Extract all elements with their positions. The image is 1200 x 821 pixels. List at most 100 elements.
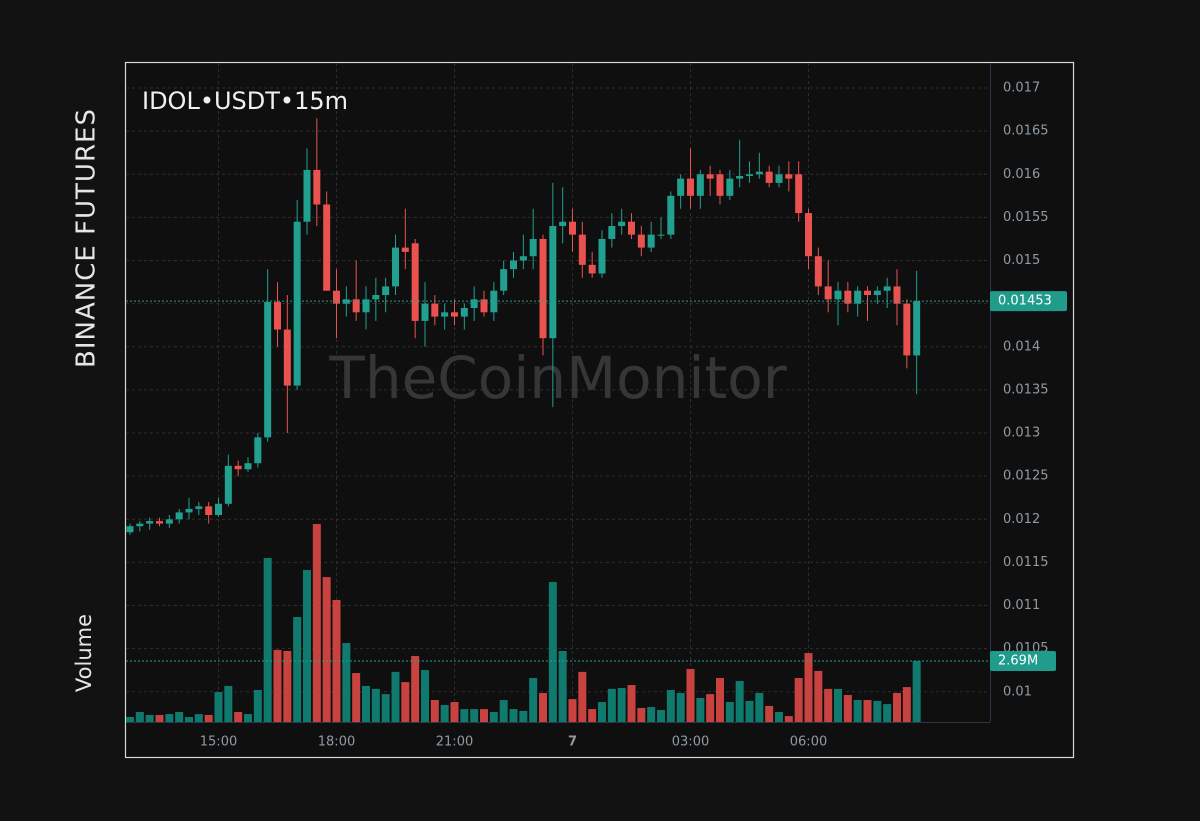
volume-bar (902, 687, 911, 722)
volume-bar (912, 660, 921, 722)
volume-bar (568, 699, 577, 722)
candle-body (696, 174, 704, 196)
overlay: 0.010.01050.0110.01150.0120.01250.0130.0… (126, 81, 1067, 750)
volume-bar (637, 707, 646, 722)
volume-bar (381, 694, 390, 722)
volume-bar (558, 651, 567, 722)
candle-body (608, 226, 616, 239)
candle-body (490, 290, 498, 313)
candle-body (175, 512, 183, 520)
exchange-label: BINANCE FUTURES (72, 108, 102, 368)
candle-body (274, 301, 281, 330)
volume-bar (588, 709, 597, 722)
candle-body (372, 295, 380, 300)
volume-bar (794, 678, 803, 722)
candle-body (824, 286, 832, 300)
volume-bar (814, 670, 823, 722)
candle-body (529, 238, 537, 257)
volume-bar (548, 582, 557, 722)
volume-bar (539, 692, 547, 722)
candle-body (618, 221, 626, 227)
volume-bar (470, 709, 479, 722)
volume-bar (489, 712, 498, 722)
volume-bar (676, 692, 685, 722)
candle-body (293, 221, 301, 386)
candle-body (706, 174, 714, 179)
candle-body (903, 303, 911, 356)
volume-bar (450, 702, 459, 722)
candle-body (146, 521, 154, 524)
candle-body (362, 299, 370, 313)
volume-bar (853, 700, 862, 722)
candle-body (500, 269, 508, 291)
volume-bar (499, 700, 508, 722)
volume-bar (657, 709, 665, 722)
candle-body (431, 303, 439, 317)
candle-body (126, 526, 134, 533)
y-tick-label: 0.014 (1003, 339, 1040, 354)
volume-bar (421, 670, 429, 722)
candle-body (559, 221, 567, 227)
volume-bar (185, 717, 193, 722)
candle-body (411, 243, 419, 321)
candle-body (195, 506, 203, 509)
volume-bar (519, 710, 528, 722)
volume-bar (411, 656, 420, 722)
volume-bar (371, 688, 380, 722)
volume-bar (145, 714, 154, 722)
candle-body (667, 195, 675, 235)
candle-body (755, 171, 763, 175)
candle-body (451, 312, 458, 317)
volume-bars (126, 524, 921, 722)
candle-body (460, 307, 468, 317)
candle-body (805, 213, 812, 257)
candle-body (185, 508, 193, 513)
volume-bar (784, 716, 793, 722)
y-tick-label: 0.016 (1003, 167, 1040, 182)
volume-bar (598, 702, 606, 722)
candle-body (795, 174, 803, 214)
x-tick-label: 15:00 (200, 735, 237, 750)
candle-body (746, 174, 753, 176)
x-tick-label: 03:00 (672, 735, 709, 750)
y-tick-label: 0.011 (1003, 598, 1040, 613)
volume-bar (224, 685, 233, 722)
candle-body (510, 260, 517, 270)
volume-bar (607, 688, 616, 722)
y-tick-label: 0.012 (1003, 512, 1040, 527)
candle-body (156, 521, 163, 524)
candle-body (323, 204, 331, 291)
volume-bar (706, 694, 715, 722)
candle-body (893, 286, 901, 304)
candle-body (470, 299, 478, 308)
candle-body (480, 299, 488, 313)
volume-bar (873, 700, 882, 722)
volume-bar (312, 524, 321, 722)
candle-body (726, 178, 734, 196)
volume-bar (686, 668, 695, 722)
watermark: TheCoinMonitor (328, 344, 786, 412)
candle-body (303, 169, 311, 222)
volume-bar (834, 688, 842, 722)
volume-bar (893, 692, 901, 722)
candle-body (539, 238, 547, 339)
volume-bar (627, 685, 636, 722)
last-price-box (990, 291, 1067, 312)
candle-body (234, 465, 242, 470)
volume-bar (293, 616, 302, 722)
candle-body (224, 465, 232, 504)
candle-body (736, 175, 744, 179)
last-price-label: 0.01453 (998, 294, 1052, 309)
volume-bar (175, 712, 184, 722)
candle-body (814, 256, 822, 287)
volume-bar (126, 717, 134, 722)
volume-bar (391, 671, 400, 722)
volume-bar (401, 682, 410, 722)
volume-bar (204, 714, 213, 722)
volume-bar (755, 692, 764, 722)
volume-bar (804, 653, 813, 722)
volume-bar (342, 643, 351, 722)
candle-body (834, 290, 842, 300)
x-tick-label: 7 (568, 735, 577, 750)
